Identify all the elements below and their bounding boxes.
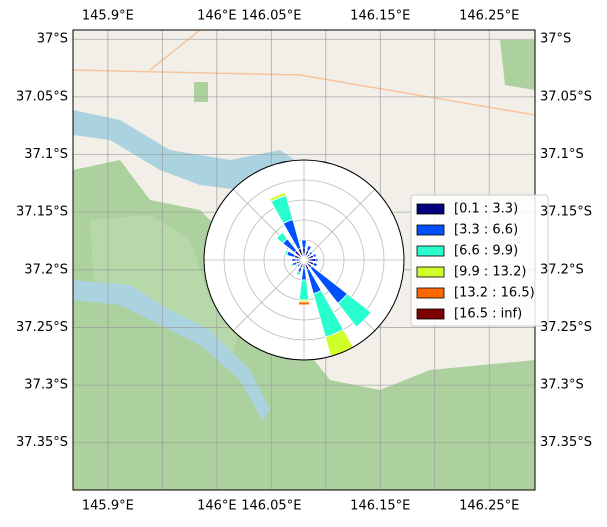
rose-segment bbox=[296, 263, 301, 268]
legend-swatch bbox=[416, 203, 445, 215]
windrose bbox=[203, 159, 405, 361]
legend-label: [0.1 : 3.3) bbox=[454, 202, 518, 217]
legend-swatch bbox=[416, 287, 445, 299]
y-tick-label: 37.3°S bbox=[540, 378, 584, 393]
y-tick-label: 37.2°S bbox=[540, 262, 584, 277]
rose-segment bbox=[268, 192, 287, 203]
x-tick-label: 146.05°E bbox=[241, 9, 301, 24]
rose-segment bbox=[315, 257, 319, 263]
y-tick-label: 37.1°S bbox=[540, 147, 584, 162]
y-tick-label: 37.3°S bbox=[24, 378, 68, 393]
rose-segment bbox=[306, 245, 312, 252]
legend-label: [3.3 : 6.6) bbox=[454, 223, 518, 238]
rose-frame bbox=[203, 159, 405, 361]
y-tick-label: 37.05°S bbox=[540, 89, 592, 104]
legend-label: [13.2 : 16.5) bbox=[454, 286, 535, 301]
legend-label: [9.9 : 13.2) bbox=[454, 265, 526, 280]
rose-segment bbox=[337, 293, 372, 328]
x-tick-label: 146.25°E bbox=[459, 9, 519, 24]
y-tick-label: 37.1°S bbox=[24, 147, 68, 162]
rose-segment bbox=[301, 239, 307, 249]
y-tick-label: 37.2°S bbox=[24, 262, 68, 277]
x-tick-label: 145.9°E bbox=[82, 9, 134, 24]
x-tick-label: 146°E bbox=[197, 499, 237, 514]
legend-swatch bbox=[416, 308, 445, 320]
y-tick-label: 37.25°S bbox=[16, 320, 68, 335]
rose-segment bbox=[295, 270, 302, 276]
y-tick-label: 37.15°S bbox=[16, 205, 68, 220]
x-tick-label: 146.25°E bbox=[459, 499, 519, 514]
rose-segment bbox=[298, 301, 310, 306]
x-tick-label: 146.15°E bbox=[350, 9, 410, 24]
rose-segment bbox=[308, 250, 314, 256]
y-tick-label: 37.05°S bbox=[16, 89, 68, 104]
x-tick-label: 146.15°E bbox=[350, 499, 410, 514]
x-tick-label: 145.9°E bbox=[82, 499, 134, 514]
legend-label: [6.6 : 9.9) bbox=[454, 244, 518, 259]
legend-frame bbox=[410, 194, 549, 327]
rose-segment bbox=[290, 262, 295, 268]
rose-segment bbox=[284, 249, 289, 256]
rose-segment bbox=[312, 262, 318, 268]
rose-segment bbox=[291, 258, 297, 262]
rose-segment bbox=[312, 253, 318, 258]
y-tick-label: 37.15°S bbox=[540, 205, 592, 220]
rose-spoke bbox=[233, 259, 305, 331]
y-tick-label: 37°S bbox=[540, 32, 571, 47]
legend-swatch bbox=[416, 266, 445, 278]
rose-segment bbox=[275, 231, 288, 244]
legend: [0.1 : 3.3) [3.3 : 6.6) [6.6 : 9.9) [9.9 : … bbox=[410, 194, 549, 327]
y-tick-label: 37.25°S bbox=[540, 320, 592, 335]
y-tick-label: 37.35°S bbox=[540, 435, 592, 450]
rose-spoke bbox=[303, 189, 375, 261]
x-tick-label: 146°E bbox=[197, 9, 237, 24]
y-tick-label: 37.35°S bbox=[16, 435, 68, 450]
legend-swatch bbox=[416, 245, 445, 257]
legend-swatch bbox=[416, 224, 445, 236]
y-tick-label: 37°S bbox=[37, 32, 68, 47]
x-tick-label: 146.05°E bbox=[241, 499, 301, 514]
legend-label: [16.5 : inf) bbox=[454, 307, 522, 322]
